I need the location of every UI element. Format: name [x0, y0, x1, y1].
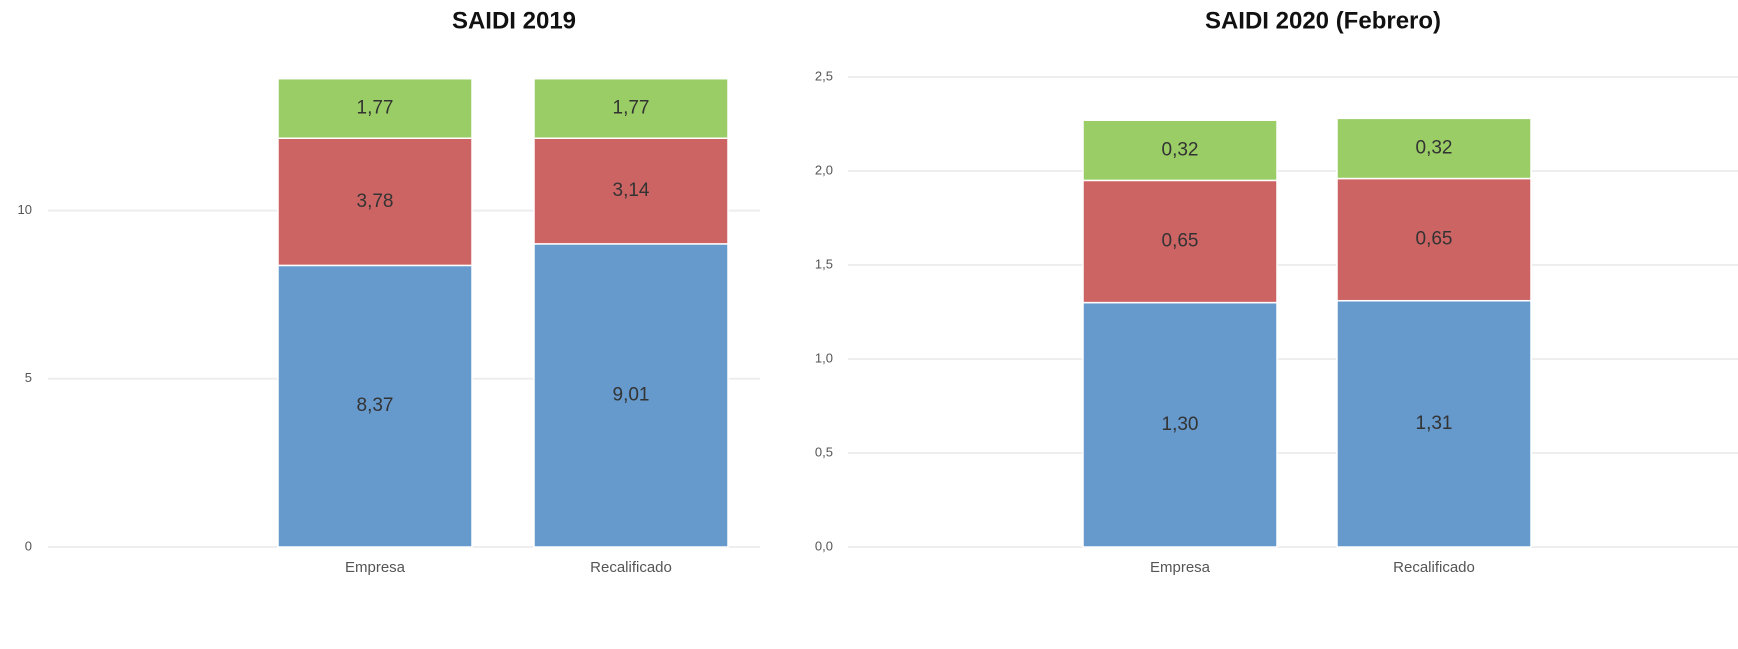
bar-segment — [277, 264, 473, 548]
value-label: 9,01 — [613, 384, 650, 405]
x-tick-label: Empresa — [345, 559, 406, 576]
y-tick-label: 5 — [25, 370, 32, 385]
value-label: 0,32 — [1416, 137, 1453, 158]
y-tick-label: 0,5 — [815, 444, 833, 459]
value-label: 0,65 — [1162, 231, 1199, 252]
value-label: 1,77 — [613, 97, 650, 118]
x-tick-label: Recalificado — [1393, 559, 1475, 576]
y-tick-label: 0 — [25, 538, 32, 553]
bar-segment — [277, 77, 473, 139]
bar-segment — [1336, 299, 1532, 548]
y-tick-label: 1,0 — [815, 350, 833, 365]
chart-title: SAIDI 2020 (Febrero) — [1205, 7, 1441, 34]
y-tick-label: 0,0 — [815, 538, 833, 553]
value-label: 1,30 — [1162, 414, 1199, 435]
y-tick-label: 1,5 — [815, 256, 833, 271]
x-tick-label: Recalificado — [590, 559, 672, 576]
bar-segment — [1082, 119, 1278, 182]
value-label: 0,32 — [1162, 139, 1199, 160]
bar-segment — [533, 77, 729, 139]
value-label: 1,31 — [1416, 413, 1453, 434]
bar-segment — [1336, 117, 1532, 180]
value-label: 3,78 — [357, 191, 394, 212]
x-tick-label: Empresa — [1150, 559, 1211, 576]
value-label: 3,14 — [613, 180, 650, 201]
value-label: 0,65 — [1416, 229, 1453, 250]
value-label: 8,37 — [357, 395, 394, 416]
y-tick-label: 2,0 — [815, 162, 833, 177]
bar-segment — [1082, 179, 1278, 304]
chart-title: SAIDI 2019 — [452, 7, 576, 34]
value-label: 1,77 — [357, 97, 394, 118]
y-tick-label: 10 — [18, 202, 32, 217]
y-tick-label: 2,5 — [815, 68, 833, 83]
bar-segment — [533, 137, 729, 245]
bar-segment — [533, 243, 729, 548]
